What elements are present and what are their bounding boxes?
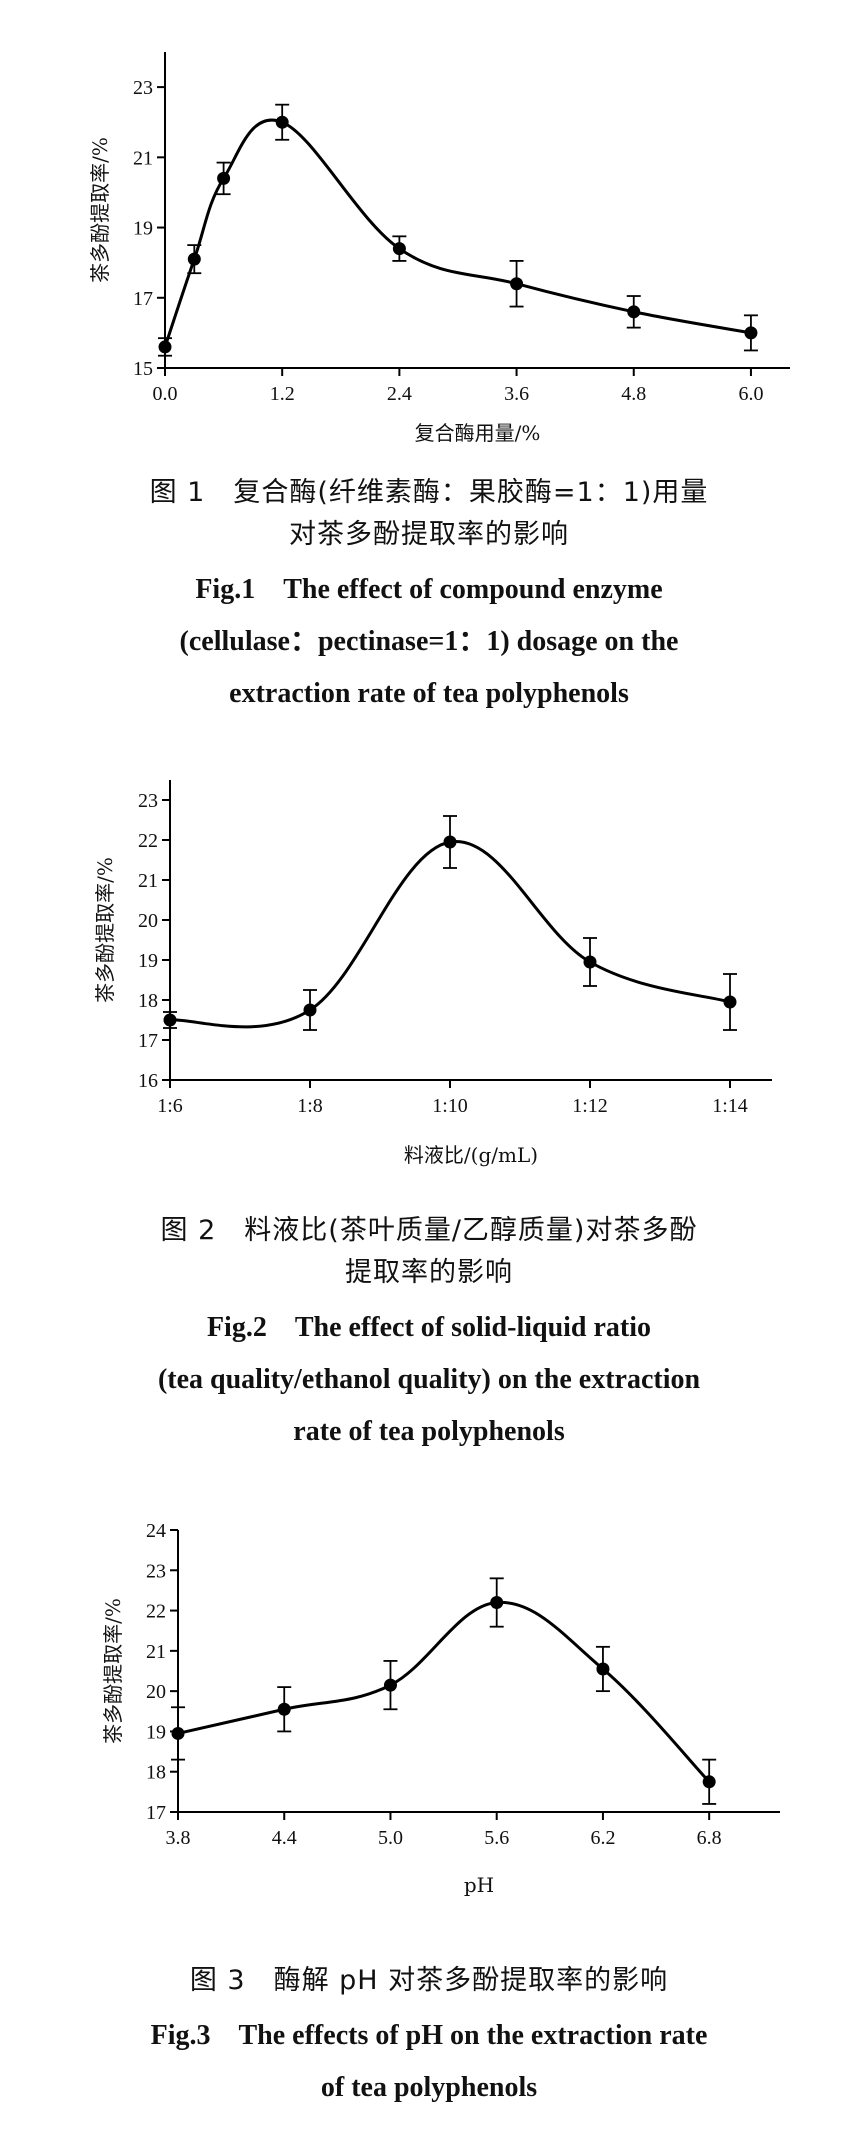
x-tick-label: 6.2 [590,1827,615,1849]
data-point [392,242,406,256]
caption-cn-line: 提取率的影响 [345,1257,513,1288]
data-point [277,1702,291,1716]
data-point [583,955,597,969]
caption-cn-line: 对茶多酚提取率的影响 [289,519,569,550]
data-point [627,305,641,319]
y-axis-title: 茶多酚提取率/% [88,137,112,283]
caption-en-line: rate of tea polyphenols [293,1416,565,1447]
x-axis-title: 料液比/(g/mL) [404,1143,538,1167]
x-tick-label: 1:12 [572,1095,608,1117]
y-tick-label: 18 [138,990,158,1012]
caption-en-line: of tea polyphenols [320,2072,538,2103]
data-point [443,835,457,849]
series-line [169,840,731,1029]
data-point [303,1003,317,1017]
y-tick-label: 22 [146,1601,166,1623]
y-tick-label: 19 [133,218,153,240]
x-tick-label: 6.0 [738,383,763,405]
y-tick-label: 15 [133,358,153,380]
caption-cn-line: 图 2 料液比(茶叶质量/乙醇质量)对茶多酚 [160,1215,698,1246]
y-tick-label: 21 [138,870,158,892]
y-axis-title: 茶多酚提取率/% [101,1598,125,1744]
y-tick-label: 17 [133,288,153,310]
data-point [596,1662,610,1676]
caption-cn-line: 图 3 酶解 pH 对茶多酚提取率的影响 [189,1965,669,1996]
series-line [177,1601,711,1783]
x-axis-title: 复合酶用量/% [415,421,541,445]
x-tick-label: 3.6 [504,383,529,405]
x-tick-label: 4.8 [621,383,646,405]
chart-3-ph: 17 18 19 20 21 22 23 24 3.8 4.4 5.0 5.6 6.2 6.8 pH 茶多酚提… [101,1520,780,1897]
y-axis-title: 茶多酚提取率/% [93,857,117,1003]
x-tick-label: 5.0 [378,1827,403,1849]
data-point [158,340,172,354]
y-tick-label: 17 [146,1802,166,1824]
x-tick-label: 1:6 [157,1095,183,1117]
data-point [171,1726,185,1740]
caption-en-line: (tea quality/ethanol quality) on the ext… [157,1364,701,1395]
caption-fig-3: 图 3 酶解 pH 对茶多酚提取率的影响 Fig.3 The effects o… [0,1960,858,2114]
data-point [187,252,201,266]
caption-en-line: Fig.2 The effect of solid-liquid ratio [206,1312,652,1343]
y-tick-label: 21 [133,147,153,169]
x-tick-label: 1:8 [297,1095,323,1117]
y-tick-label: 23 [138,790,158,812]
x-tick-label: 1:10 [432,1095,468,1117]
y-tick-label: 21 [146,1641,166,1663]
data-point [702,1775,716,1789]
y-tick-label: 24 [146,1520,166,1542]
data-point [490,1596,504,1610]
data-point [275,115,289,129]
caption-cn-line: 图 1 复合酶(纤维素酶：果胶酶=1：1)用量 [149,477,709,508]
y-tick-label: 23 [146,1560,166,1582]
caption-fig-2: 图 2 料液比(茶叶质量/乙醇质量)对茶多酚 提取率的影响 Fig.2 The … [0,1210,858,1458]
chart-2-solid-liquid-ratio: 16 17 18 19 20 21 22 23 1:6 1:8 1:10 1:12 1:14 料液比/(g… [93,780,772,1167]
data-point [217,171,231,185]
y-tick-label: 20 [138,910,158,932]
chart-1-compound-enzyme: 15 17 19 21 23 0.0 1.2 2.4 3.6 4.8 6.0 复合酶用量/% 茶多酚提取… [88,52,790,445]
x-axis-title: pH [464,1873,494,1897]
caption-en-line: Fig.3 The effects of pH on the extractio… [150,2020,708,2051]
y-tick-label: 20 [146,1681,166,1703]
x-tick-label: 3.8 [166,1827,191,1849]
series-line [163,118,752,348]
y-tick-label: 19 [138,950,158,972]
y-tick-label: 22 [138,830,158,852]
y-tick-label: 19 [146,1721,166,1743]
x-tick-label: 5.6 [484,1827,509,1849]
x-tick-label: 2.4 [387,383,412,405]
x-tick-label: 4.4 [272,1827,297,1849]
x-tick-label: 6.8 [697,1827,722,1849]
data-point [723,995,737,1009]
x-tick-label: 1:14 [712,1095,748,1117]
x-tick-label: 0.0 [153,383,178,405]
data-point [510,277,524,291]
data-point [744,326,758,340]
y-tick-label: 17 [138,1030,158,1052]
data-point [383,1678,397,1692]
x-tick-label: 1.2 [270,383,295,405]
caption-en-line: Fig.1 The effect of compound enzyme [195,574,663,605]
y-tick-label: 18 [146,1762,166,1784]
data-point [163,1013,177,1027]
caption-fig-1: 图 1 复合酶(纤维素酶：果胶酶=1：1)用量 对茶多酚提取率的影响 Fig.1… [0,472,858,720]
y-tick-label: 16 [138,1070,158,1092]
caption-en-line: extraction rate of tea polyphenols [229,678,629,709]
caption-en-line: (cellulase：pectinase=1：1) dosage on the [179,626,679,657]
y-tick-label: 23 [133,77,153,99]
